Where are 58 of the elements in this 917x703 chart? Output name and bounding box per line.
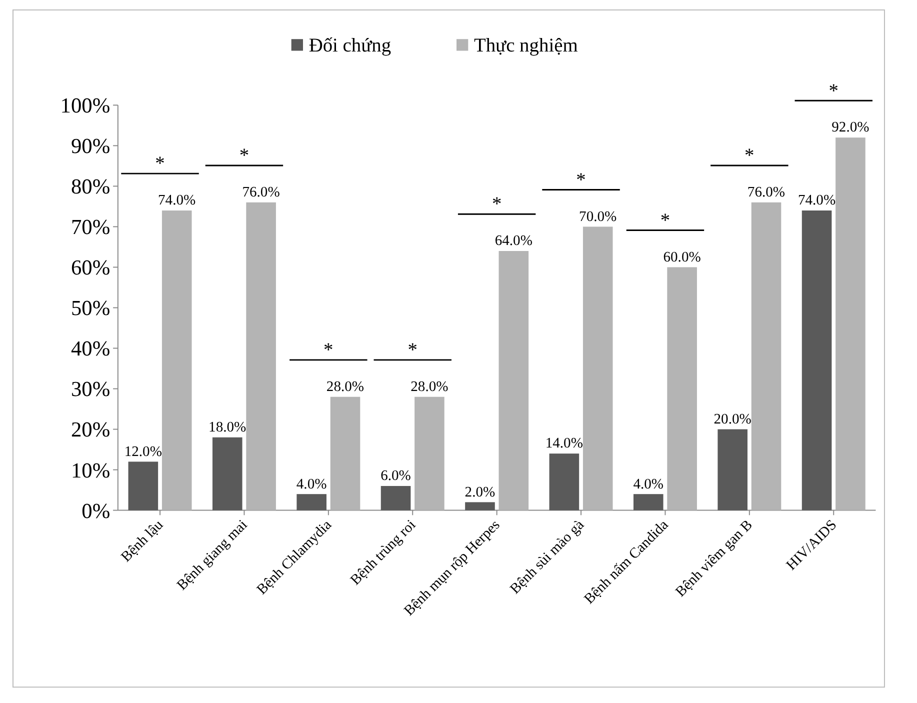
annotation: * [324, 340, 334, 362]
bar [667, 267, 697, 510]
data-label: 4.0% [296, 476, 327, 492]
data-label: 76.0% [747, 184, 786, 201]
legend-label: Thực nghiệm [474, 36, 578, 57]
data-label: 64.0% [494, 233, 532, 250]
bar [246, 202, 276, 510]
data-label: 76.0% [242, 184, 280, 201]
annotation: * [660, 210, 670, 232]
data-label: 12.0% [124, 444, 162, 460]
bar [162, 210, 192, 510]
y-tick-label: 20% [70, 418, 110, 442]
y-tick-label: 40% [70, 336, 110, 361]
bar [549, 454, 580, 510]
y-tick-label: 90% [70, 134, 110, 158]
data-label: 14.0% [545, 436, 583, 452]
y-tick-label: 30% [70, 377, 110, 402]
data-label: 74.0% [798, 192, 836, 209]
legend-label: Đối chứng [308, 36, 392, 57]
annotation: * [744, 146, 754, 167]
bar [330, 396, 360, 510]
bar [582, 226, 613, 510]
text: * [828, 80, 838, 102]
y-tick-label: 50% [70, 296, 110, 320]
bar [212, 437, 242, 510]
bar [296, 494, 326, 510]
bar [465, 502, 495, 510]
data-label: 60.0% [663, 249, 701, 266]
data-label: 6.0% [380, 468, 411, 484]
data-label: 92.0% [832, 120, 870, 136]
bar [128, 462, 158, 510]
bar [802, 210, 832, 510]
y-tick-label: 10% [70, 458, 110, 482]
annotation: * [239, 146, 250, 167]
y-tick-label: 100% [60, 94, 110, 118]
annotation: * [492, 194, 502, 216]
bar [751, 202, 782, 510]
data-label: 18.0% [208, 420, 246, 436]
annotation: * [155, 154, 165, 175]
bar [633, 494, 664, 510]
bar [836, 138, 866, 510]
annotation: * [576, 170, 586, 191]
data-label: 20.0% [714, 411, 752, 428]
data-label: 74.0% [158, 192, 196, 209]
data-label: 28.0% [410, 379, 448, 396]
y-tick-label: 80% [70, 174, 110, 199]
data-label: 28.0% [326, 379, 364, 396]
y-tick-label: 60% [70, 256, 110, 280]
bar [718, 429, 748, 510]
y-tick-label: 0% [82, 498, 110, 523]
data-label: 2.0% [464, 484, 496, 500]
data-label: 4.0% [633, 476, 664, 492]
bar [380, 486, 411, 510]
bar [414, 396, 444, 510]
bar [498, 251, 529, 510]
annotation: * [408, 340, 418, 362]
y-tick-label: 70% [70, 215, 110, 240]
data-label: 70.0% [579, 208, 617, 225]
